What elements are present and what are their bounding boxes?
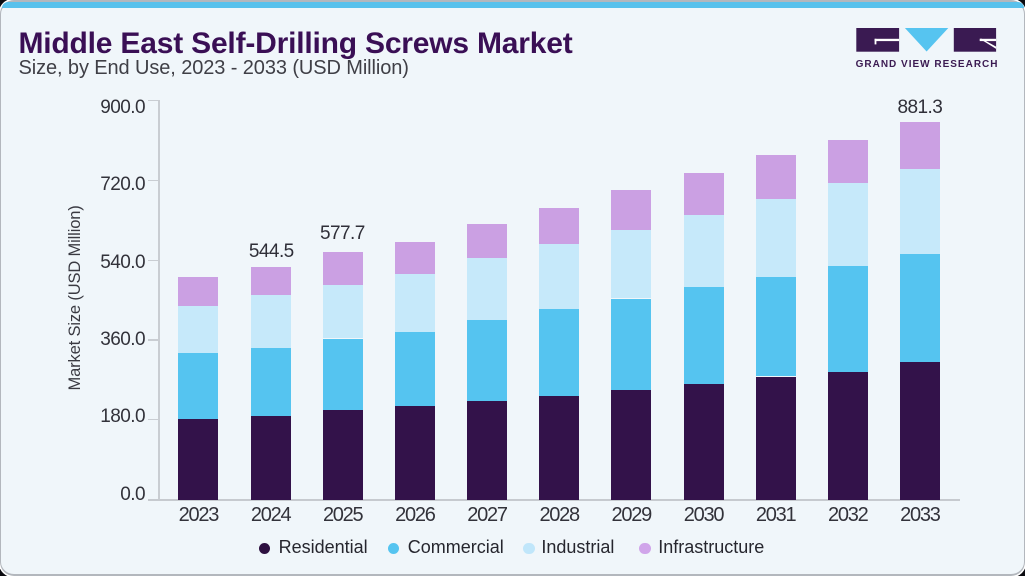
svg-text:GRAND VIEW RESEARCH: GRAND VIEW RESEARCH bbox=[856, 59, 999, 69]
